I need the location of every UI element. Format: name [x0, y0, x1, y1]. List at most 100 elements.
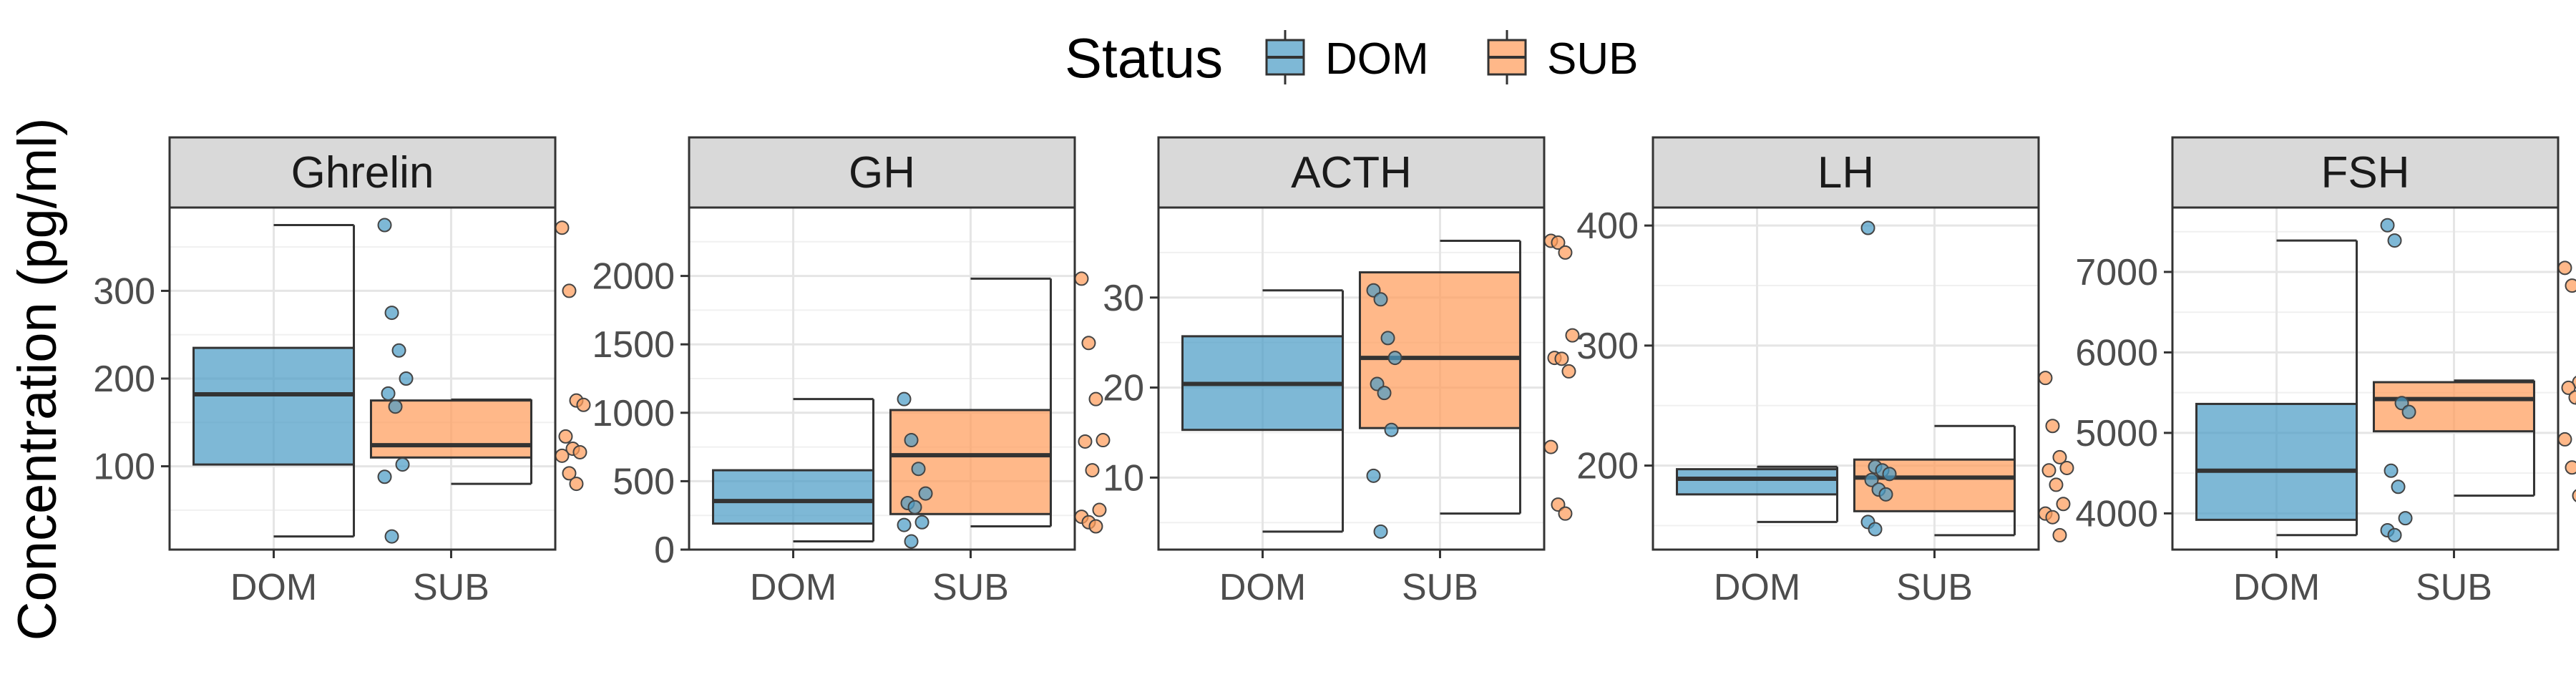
y-axis-title: Concentration (pg/ml): [7, 118, 68, 641]
points-gh-dom: [897, 391, 933, 549]
y-tick-label: 1500: [592, 324, 675, 366]
strip-background: [2171, 136, 2560, 209]
data-point: [2568, 390, 2576, 405]
strip-background: [168, 136, 557, 209]
data-point: [2052, 449, 2067, 464]
data-point: [914, 515, 930, 530]
facet-acth: 10 20 30 ACTH DOM SUB: [1103, 136, 1580, 608]
data-point: [2045, 419, 2060, 434]
legend-label-dom: DOM: [1325, 34, 1429, 84]
data-point: [1373, 292, 1388, 307]
box-fsh-sub: [2372, 379, 2535, 497]
strip-label-acth: ACTH: [1291, 148, 1412, 198]
strip-label-lh: LH: [1818, 148, 1874, 198]
data-point: [2561, 380, 2576, 395]
x-tick-label: DOM: [750, 567, 836, 608]
data-point: [1554, 351, 1569, 366]
data-point: [1092, 502, 1107, 517]
data-point: [384, 529, 399, 544]
points-lh-dom: [1860, 220, 1897, 537]
legend-label-sub: SUB: [1547, 34, 1638, 84]
data-point: [1561, 364, 1576, 379]
box-iqr: [2195, 402, 2358, 521]
box-lh-dom: [1676, 465, 1839, 523]
data-point: [1096, 433, 1111, 448]
y-tick-label: 7000: [2075, 252, 2158, 293]
y-tick-label: 500: [613, 461, 675, 502]
data-point: [2572, 489, 2576, 502]
data-point: [1543, 439, 1558, 454]
points-ghrelin-sub: [555, 220, 591, 492]
data-point: [377, 469, 392, 484]
data-point: [897, 391, 912, 406]
points-ghrelin-dom: [377, 218, 414, 544]
x-tick-label: SUB: [413, 567, 489, 608]
data-point: [2398, 511, 2413, 526]
data-point: [391, 343, 406, 358]
data-point: [384, 306, 399, 321]
data-point: [2401, 404, 2416, 419]
facet-fsh: 4000 5000 6000 7000 FSH DOM SUB: [2075, 136, 2576, 608]
box-iqr: [889, 409, 1052, 515]
strip-label-fsh: FSH: [2321, 148, 2410, 198]
data-point: [2565, 460, 2576, 475]
data-point: [2557, 432, 2572, 447]
data-point: [1366, 468, 1381, 483]
data-point: [1088, 519, 1103, 534]
data-point: [1380, 331, 1395, 346]
data-point: [2387, 527, 2402, 542]
data-point: [1868, 522, 1883, 537]
facet-panels: 100 200 300 Ghrelin DOM SUB 0 500 1000 1500 2000 GH…: [93, 136, 2576, 608]
box-ghrelin-dom: [192, 224, 356, 538]
data-point: [904, 433, 919, 448]
strip-label-gh: GH: [849, 148, 915, 198]
data-point: [555, 220, 570, 235]
data-point: [562, 283, 577, 298]
legend-entry-dom: DOM: [1265, 30, 1429, 84]
data-point: [2052, 527, 2067, 542]
y-tick-label: 5000: [2075, 413, 2158, 454]
data-point: [1088, 391, 1103, 406]
data-point: [2391, 479, 2406, 494]
data-point: [2384, 463, 2399, 478]
facet-lh: 200 300 400 LH DOM SUB: [1576, 136, 2074, 608]
data-point: [1384, 422, 1399, 437]
points-gh-sub: [1074, 271, 1111, 534]
data-point: [2557, 260, 2572, 276]
data-point: [1373, 524, 1388, 539]
x-tick-label: DOM: [1714, 567, 1800, 608]
y-tick-label: 300: [1576, 326, 1639, 367]
y-tick-label: 30: [1103, 278, 1144, 319]
y-tick-label: 10: [1103, 457, 1144, 499]
y-tick-label: 400: [1576, 205, 1639, 247]
data-point: [1085, 463, 1100, 478]
data-point: [1551, 235, 1566, 250]
data-point: [572, 444, 587, 459]
points-lh-sub: [2038, 371, 2074, 542]
data-point: [399, 371, 414, 386]
data-point: [558, 429, 573, 444]
x-tick-label: SUB: [1402, 567, 1478, 608]
data-point: [904, 534, 919, 549]
data-point: [1882, 467, 1897, 482]
data-point: [1864, 472, 1879, 487]
x-tick-label: DOM: [1219, 567, 1306, 608]
data-point: [562, 466, 577, 481]
data-point: [2045, 510, 2060, 525]
box-gh-sub: [889, 277, 1052, 527]
facet-ghrelin: 100 200 300 Ghrelin DOM SUB: [93, 136, 591, 608]
y-tick-label: 2000: [592, 256, 675, 298]
y-tick-label: 200: [93, 359, 155, 400]
y-tick-label: 20: [1103, 368, 1144, 409]
data-point: [1387, 351, 1402, 366]
data-point: [897, 517, 912, 532]
strip-background: [1652, 136, 2040, 209]
y-tick-label: 6000: [2075, 332, 2158, 374]
box-iqr: [1676, 468, 1839, 496]
points-fsh-sub: [2557, 260, 2576, 502]
points-acth-sub: [1543, 233, 1580, 521]
legend-title: Status: [1065, 26, 1223, 89]
data-point: [2059, 460, 2074, 475]
data-point: [2038, 371, 2053, 386]
